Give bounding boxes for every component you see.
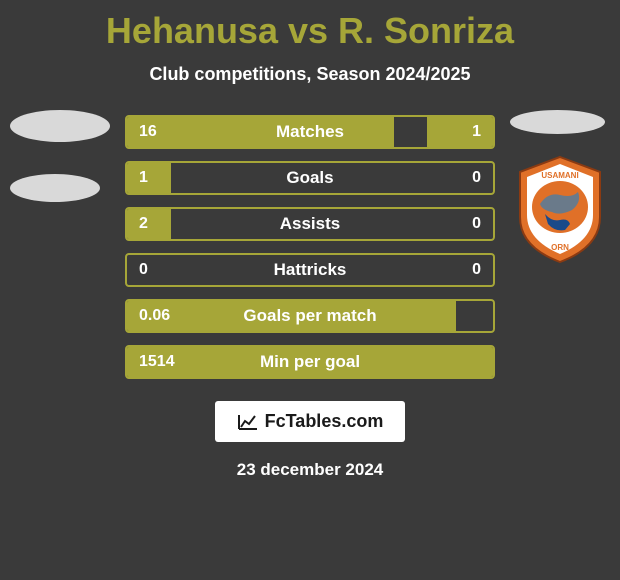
club-left-placeholder [10, 174, 100, 202]
stat-label: Hattricks [127, 260, 493, 280]
stat-row: 1Goals0 [125, 161, 495, 195]
brand-badge: FcTables.com [215, 401, 406, 442]
stat-row: 0Hattricks0 [125, 253, 495, 287]
stat-label: Goals per match [127, 306, 493, 326]
stat-label: Min per goal [127, 352, 493, 372]
brand-icon [237, 413, 259, 431]
player-left-avatar-area [10, 110, 110, 202]
player-left-placeholder [10, 110, 110, 142]
stat-row: 2Assists0 [125, 207, 495, 241]
stats-comparison-area: 16Matches11Goals02Assists00Hattricks00.0… [125, 115, 495, 379]
stat-value-right: 0 [472, 169, 481, 187]
stat-label: Matches [127, 122, 493, 142]
footer-date: 23 december 2024 [237, 460, 384, 480]
stat-label: Assists [127, 214, 493, 234]
player-right-placeholder [510, 110, 605, 134]
stat-row: 1514Min per goal [125, 345, 495, 379]
stat-value-right: 0 [472, 215, 481, 233]
stat-value-right: 0 [472, 261, 481, 279]
svg-text:USAMANI: USAMANI [541, 171, 578, 180]
club-right-logo: USAMANI ORN [510, 152, 610, 267]
stat-row: 16Matches1 [125, 115, 495, 149]
stat-value-right: 1 [472, 123, 481, 141]
player-right-avatar-area: USAMANI ORN [510, 110, 610, 267]
season-subtitle: Club competitions, Season 2024/2025 [149, 64, 470, 85]
stat-row: 0.06Goals per match [125, 299, 495, 333]
brand-text: FcTables.com [265, 411, 384, 432]
stat-label: Goals [127, 168, 493, 188]
comparison-title: Hehanusa vs R. Sonriza [106, 10, 514, 52]
svg-text:ORN: ORN [551, 243, 569, 252]
